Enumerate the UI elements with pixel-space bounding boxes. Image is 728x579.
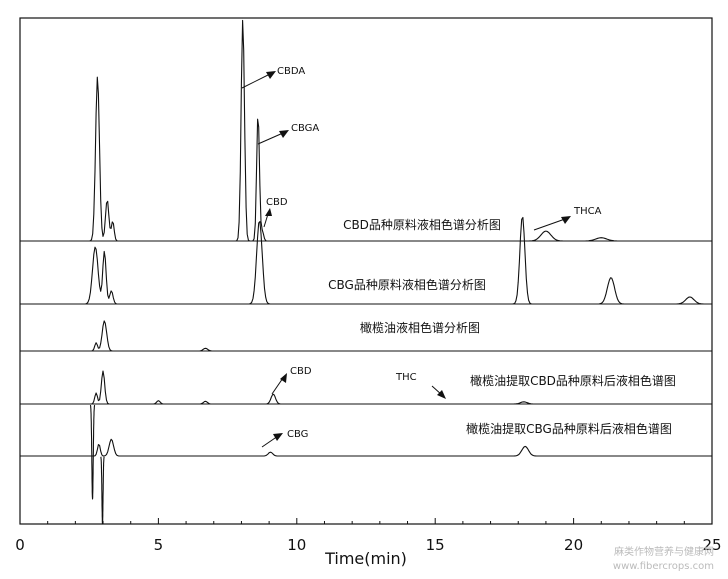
trace-label-cbg-raw: CBG品种原料液相色谱分析图	[328, 277, 486, 292]
annotation-cbg: CBG	[261, 429, 308, 448]
x-tick-label-25: 25	[702, 536, 721, 554]
x-tick-label-20: 20	[564, 536, 583, 554]
plot-frame	[19, 17, 713, 525]
trace-label-cbd-raw: CBD品种原料液相色谱分析图	[343, 217, 501, 232]
trace-label-olive-oil-cbg: 橄榄油提取CBG品种原料后液相色谱图	[466, 421, 672, 436]
annotation-cbda-label: CBDA	[277, 66, 305, 77]
trace-2-line	[20, 216, 712, 305]
annotation-thc-label: THC	[395, 372, 417, 383]
annotation-cbga-label: CBGA	[291, 123, 319, 134]
annotation-cbd-trace1-label: CBD	[266, 197, 288, 208]
x-tick-label-0: 0	[15, 536, 25, 554]
solvent-front-spike-1	[89, 404, 96, 500]
trace-3-line	[20, 320, 712, 352]
trace-5-line	[20, 438, 712, 457]
x-tick-label-5: 5	[154, 536, 164, 554]
annotation-cbda: CBDA	[241, 66, 305, 89]
annotation-cbga: CBGA	[257, 123, 319, 145]
annotation-cbd-trace4-label: CBD	[290, 366, 312, 377]
annotation-thc: THC	[395, 372, 446, 399]
watermark-site-name: 麻类作物营养与健康网	[614, 545, 714, 558]
trace-label-olive-oil-cbd: 橄榄油提取CBD品种原料后液相色谱图	[470, 373, 676, 388]
x-axis-title: Time(min)	[324, 549, 407, 568]
trace-label-olive-oil: 橄榄油液相色谱分析图	[360, 320, 480, 335]
annotation-cbd-trace1: CBD	[263, 197, 288, 228]
watermark-url: www.fibercrops.com	[613, 561, 714, 572]
annotation-thca-label: THCA	[573, 206, 602, 217]
traces-layer	[20, 19, 712, 525]
annotation-cbd-trace4: CBD	[271, 366, 312, 395]
x-axis-ticks: 0 5 10 15 20 25	[15, 518, 722, 554]
annotation-thca: THCA	[533, 206, 602, 231]
trace-1-line	[20, 19, 712, 242]
trace-4-line	[20, 370, 712, 405]
x-tick-label-15: 15	[426, 536, 445, 554]
x-tick-label-10: 10	[287, 536, 306, 554]
annotation-cbg-label: CBG	[287, 429, 308, 440]
solvent-front-spike-2	[100, 456, 105, 525]
